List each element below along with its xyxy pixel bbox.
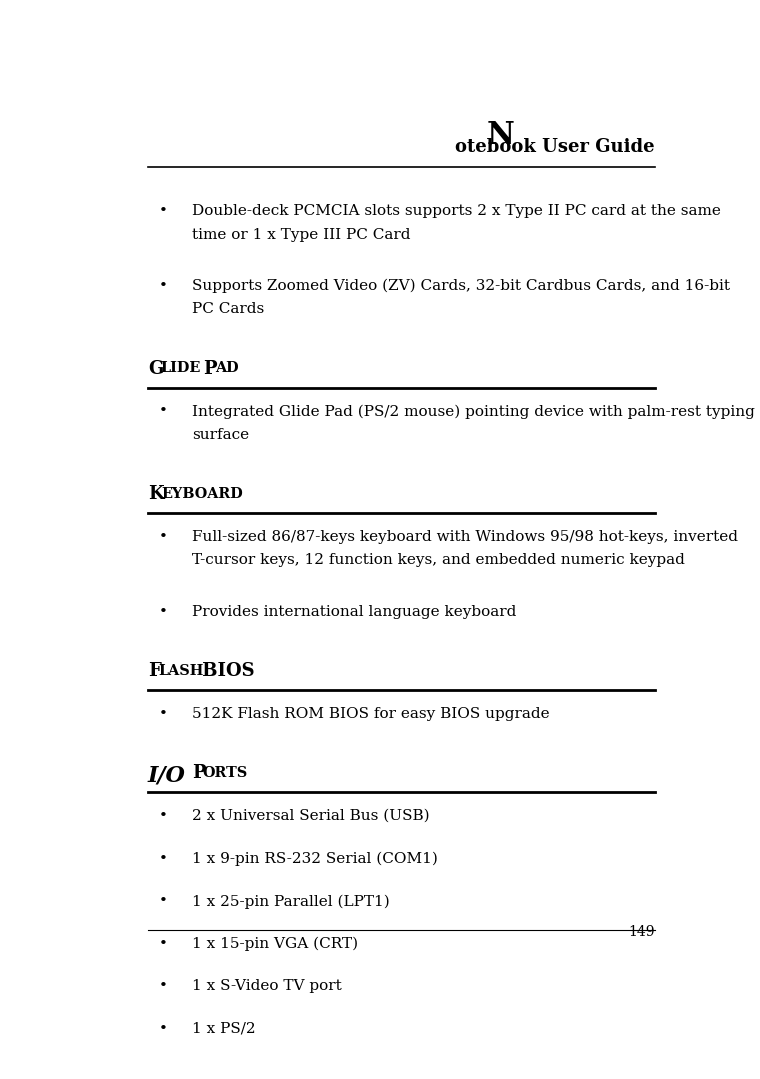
Text: •: • [158, 1022, 167, 1036]
Text: 1 x 15-pin VGA (CRT): 1 x 15-pin VGA (CRT) [192, 937, 358, 951]
Text: otebook User Guide: otebook User Guide [455, 138, 654, 156]
Text: LASH: LASH [159, 664, 204, 678]
Text: •: • [158, 937, 167, 951]
Text: •: • [158, 980, 167, 994]
Text: •: • [158, 204, 167, 218]
Text: 1 x S-Video TV port: 1 x S-Video TV port [192, 980, 342, 994]
Text: •: • [158, 279, 167, 293]
Text: Integrated Glide Pad (PS/2 mouse) pointing device with palm-rest typing: Integrated Glide Pad (PS/2 mouse) pointi… [192, 405, 755, 419]
Text: P: P [192, 764, 206, 782]
Text: AD: AD [215, 361, 239, 375]
Text: Full-sized 86/87-keys keyboard with Windows 95/98 hot-keys, inverted: Full-sized 86/87-keys keyboard with Wind… [192, 530, 738, 544]
Text: 1 x 9-pin RS-232 Serial (COM1): 1 x 9-pin RS-232 Serial (COM1) [192, 851, 438, 866]
Text: •: • [158, 809, 167, 823]
Text: LIDE: LIDE [160, 361, 201, 375]
Text: •: • [158, 707, 167, 721]
Text: N: N [486, 120, 515, 151]
Text: surface: surface [192, 427, 249, 441]
Text: •: • [158, 530, 167, 544]
Text: •: • [158, 894, 167, 909]
Text: •: • [158, 405, 167, 419]
Text: time or 1 x Type III PC Card: time or 1 x Type III PC Card [192, 228, 410, 242]
Text: P: P [204, 359, 217, 378]
Text: Provides international language keyboard: Provides international language keyboard [192, 604, 517, 618]
Text: F: F [148, 663, 161, 680]
Text: 2 x Universal Serial Bus (USB): 2 x Universal Serial Bus (USB) [192, 809, 430, 823]
Text: Supports Zoomed Video (ZV) Cards, 32-bit Cardbus Cards, and 16-bit: Supports Zoomed Video (ZV) Cards, 32-bit… [192, 279, 730, 293]
Text: EYBOARD: EYBOARD [161, 487, 242, 501]
Text: K: K [148, 486, 163, 503]
Text: PC Cards: PC Cards [192, 302, 264, 316]
Text: I/O: I/O [148, 764, 194, 787]
Text: 1 x 25-pin Parallel (LPT1): 1 x 25-pin Parallel (LPT1) [192, 894, 390, 909]
Text: Double-deck PCMCIA slots supports 2 x Type II PC card at the same: Double-deck PCMCIA slots supports 2 x Ty… [192, 204, 721, 218]
Text: G: G [148, 359, 163, 378]
Text: BIOS: BIOS [196, 663, 255, 680]
Text: 512K Flash ROM BIOS for easy BIOS upgrade: 512K Flash ROM BIOS for easy BIOS upgrad… [192, 707, 549, 721]
Text: 1 x PS/2: 1 x PS/2 [192, 1022, 256, 1036]
Text: ORTS: ORTS [203, 766, 248, 780]
Text: •: • [158, 851, 167, 865]
Text: T-cursor keys, 12 function keys, and embedded numeric keypad: T-cursor keys, 12 function keys, and emb… [192, 554, 685, 568]
Text: 149: 149 [628, 925, 654, 939]
Text: •: • [158, 604, 167, 618]
